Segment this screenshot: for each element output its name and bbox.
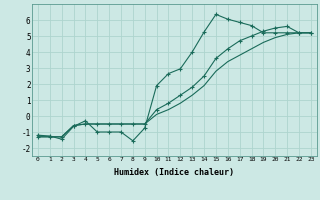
- X-axis label: Humidex (Indice chaleur): Humidex (Indice chaleur): [115, 168, 234, 177]
